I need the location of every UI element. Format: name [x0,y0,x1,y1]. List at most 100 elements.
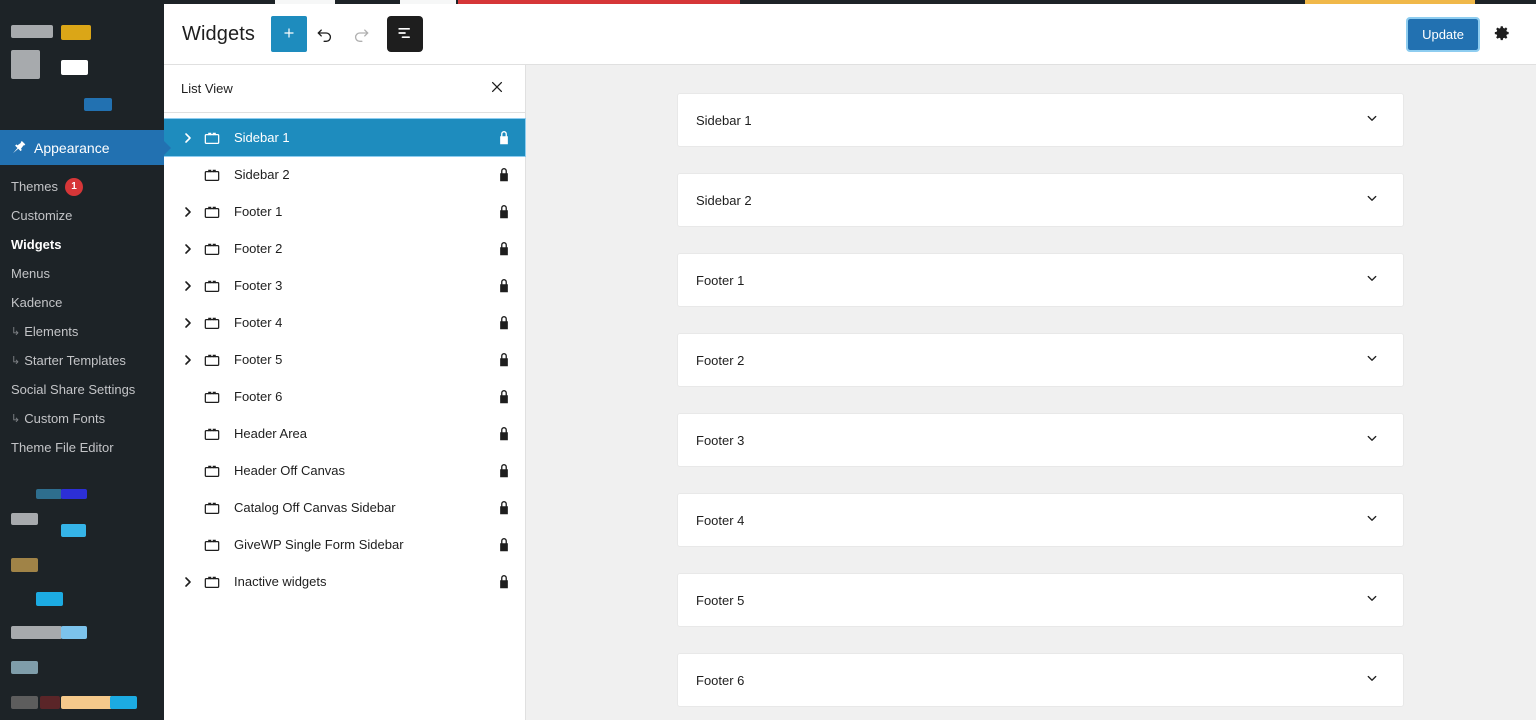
list-view-row[interactable]: Footer 1 [164,193,525,230]
page-title: Widgets [182,22,255,45]
redaction-block [110,696,137,709]
list-view-row[interactable]: Header Off Canvas [164,452,525,489]
widget-group-icon [200,276,224,296]
widget-area-panel[interactable]: Footer 4 [678,494,1403,546]
list-view-row[interactable]: Footer 6 [164,378,525,415]
lock-icon [497,278,511,294]
chevron-right-icon[interactable] [176,243,200,255]
undo-icon [315,23,335,46]
submenu-indent-icon: ↳ [11,355,21,367]
chevron-down-icon[interactable] [1363,189,1381,212]
list-view-row-label: Footer 4 [234,315,283,330]
list-view-row-label: Header Off Canvas [234,463,346,478]
list-view-row-label: GiveWP Single Form Sidebar [234,537,404,552]
list-view-button[interactable] [386,16,423,52]
chevron-down-icon[interactable] [1363,109,1381,132]
redaction-block [36,592,63,606]
sidebar-item-appearance[interactable]: Appearance [0,130,171,165]
sidebar-item-menus[interactable]: Menus [0,259,164,288]
add-block-button[interactable] [270,16,307,52]
sidebar-item-label: Social Share Settings [11,382,136,397]
widget-area-title: Footer 6 [696,672,745,688]
widget-group-icon [200,165,224,185]
list-view-row-label: Footer 5 [234,352,283,367]
lock-icon [497,130,511,146]
sidebar-item-label: Starter Templates [24,353,126,368]
widget-group-icon [200,535,224,555]
chevron-right-icon[interactable] [176,206,200,218]
submenu-indent-icon: ↳ [11,326,21,338]
undo-button[interactable] [307,16,343,52]
redaction-block [84,98,112,111]
appearance-submenu: Themes 1 Customize Widgets Menus Kadence ↳ Elem… [0,172,164,462]
close-list-view-button[interactable] [481,73,513,105]
sidebar-item-customize[interactable]: Customize [0,201,164,230]
list-view-row-label: Footer 1 [234,204,283,219]
header-actions: Update [1406,16,1536,52]
list-view-row[interactable]: Footer 3 [164,267,525,304]
chevron-down-icon[interactable] [1363,429,1381,452]
chevron-right-icon[interactable] [176,132,200,144]
sidebar-item-kadence[interactable]: Kadence [0,288,164,317]
sidebar-item-theme-file-editor[interactable]: Theme File Editor [0,433,164,462]
lock-icon [497,315,511,331]
list-view-row[interactable]: Sidebar 1 [163,118,526,157]
redaction-block [400,0,456,4]
chevron-down-icon[interactable] [1363,269,1381,292]
list-view-row[interactable]: Footer 5 [164,341,525,378]
sidebar-item-custom-fonts[interactable]: ↳ Custom Fonts [0,404,164,433]
widget-area-title: Footer 1 [696,272,745,288]
widgets-canvas: Sidebar 1 Sidebar 2 Footer 1 Footer 2 Footer… [526,65,1536,720]
list-view-row[interactable]: Sidebar 2 [164,156,525,193]
list-view-row[interactable]: Footer 2 [164,230,525,267]
widget-area-title: Footer 2 [696,352,745,368]
pin-icon [4,139,34,157]
lock-icon [497,204,511,220]
widget-area-panel[interactable]: Footer 1 [678,254,1403,306]
chevron-down-icon[interactable] [1363,349,1381,372]
editor-header: Widgets [164,4,1536,65]
update-count-badge: 1 [64,177,83,196]
widget-area-title: Sidebar 2 [696,192,752,208]
list-view-row[interactable]: GiveWP Single Form Sidebar [164,526,525,563]
list-view-row[interactable]: Inactive widgets [164,563,525,600]
redaction-block [11,513,38,525]
redo-button[interactable] [343,16,379,52]
widget-area-panel[interactable]: Sidebar 2 [678,174,1403,226]
redaction-block [1305,0,1475,4]
sidebar-item-widgets[interactable]: Widgets [0,230,164,259]
update-button[interactable]: Update [1406,16,1480,52]
chevron-down-icon[interactable] [1363,509,1381,532]
chevron-down-icon[interactable] [1363,589,1381,612]
lock-icon [497,500,511,516]
lock-icon [497,574,511,590]
chevron-right-icon[interactable] [176,576,200,588]
sidebar-item-starter-templates[interactable]: ↳ Starter Templates [0,346,164,375]
widget-area-panel[interactable]: Footer 6 [678,654,1403,706]
sidebar-item-label: Elements [24,324,79,339]
sidebar-item-elements[interactable]: ↳ Elements [0,317,164,346]
widget-area-panel[interactable]: Footer 2 [678,334,1403,386]
sidebar-item-appearance-label: Appearance [34,139,110,156]
widget-area-title: Sidebar 1 [696,112,752,128]
chevron-down-icon[interactable] [1363,669,1381,692]
list-view-row[interactable]: Catalog Off Canvas Sidebar [164,489,525,526]
list-view-row[interactable]: Footer 4 [164,304,525,341]
widget-area-panel[interactable]: Sidebar 1 [678,94,1403,146]
sidebar-item-social-share-settings[interactable]: Social Share Settings [0,375,164,404]
chevron-right-icon[interactable] [176,280,200,292]
chevron-right-icon[interactable] [176,354,200,366]
sidebar-item-label: Custom Fonts [24,411,106,426]
redaction-block [61,696,112,709]
redo-icon [351,23,371,46]
chevron-right-icon[interactable] [176,317,200,329]
widget-area-title: Footer 3 [696,432,745,448]
widget-area-panel[interactable]: Footer 3 [678,414,1403,466]
settings-button[interactable] [1484,16,1520,52]
sidebar-item-themes[interactable]: Themes 1 [0,172,164,201]
sidebar-active-arrow [163,139,171,156]
widget-group-icon [200,572,224,592]
widget-area-panel[interactable]: Footer 5 [678,574,1403,626]
submenu-indent-icon: ↳ [11,413,21,425]
list-view-row[interactable]: Header Area [164,415,525,452]
